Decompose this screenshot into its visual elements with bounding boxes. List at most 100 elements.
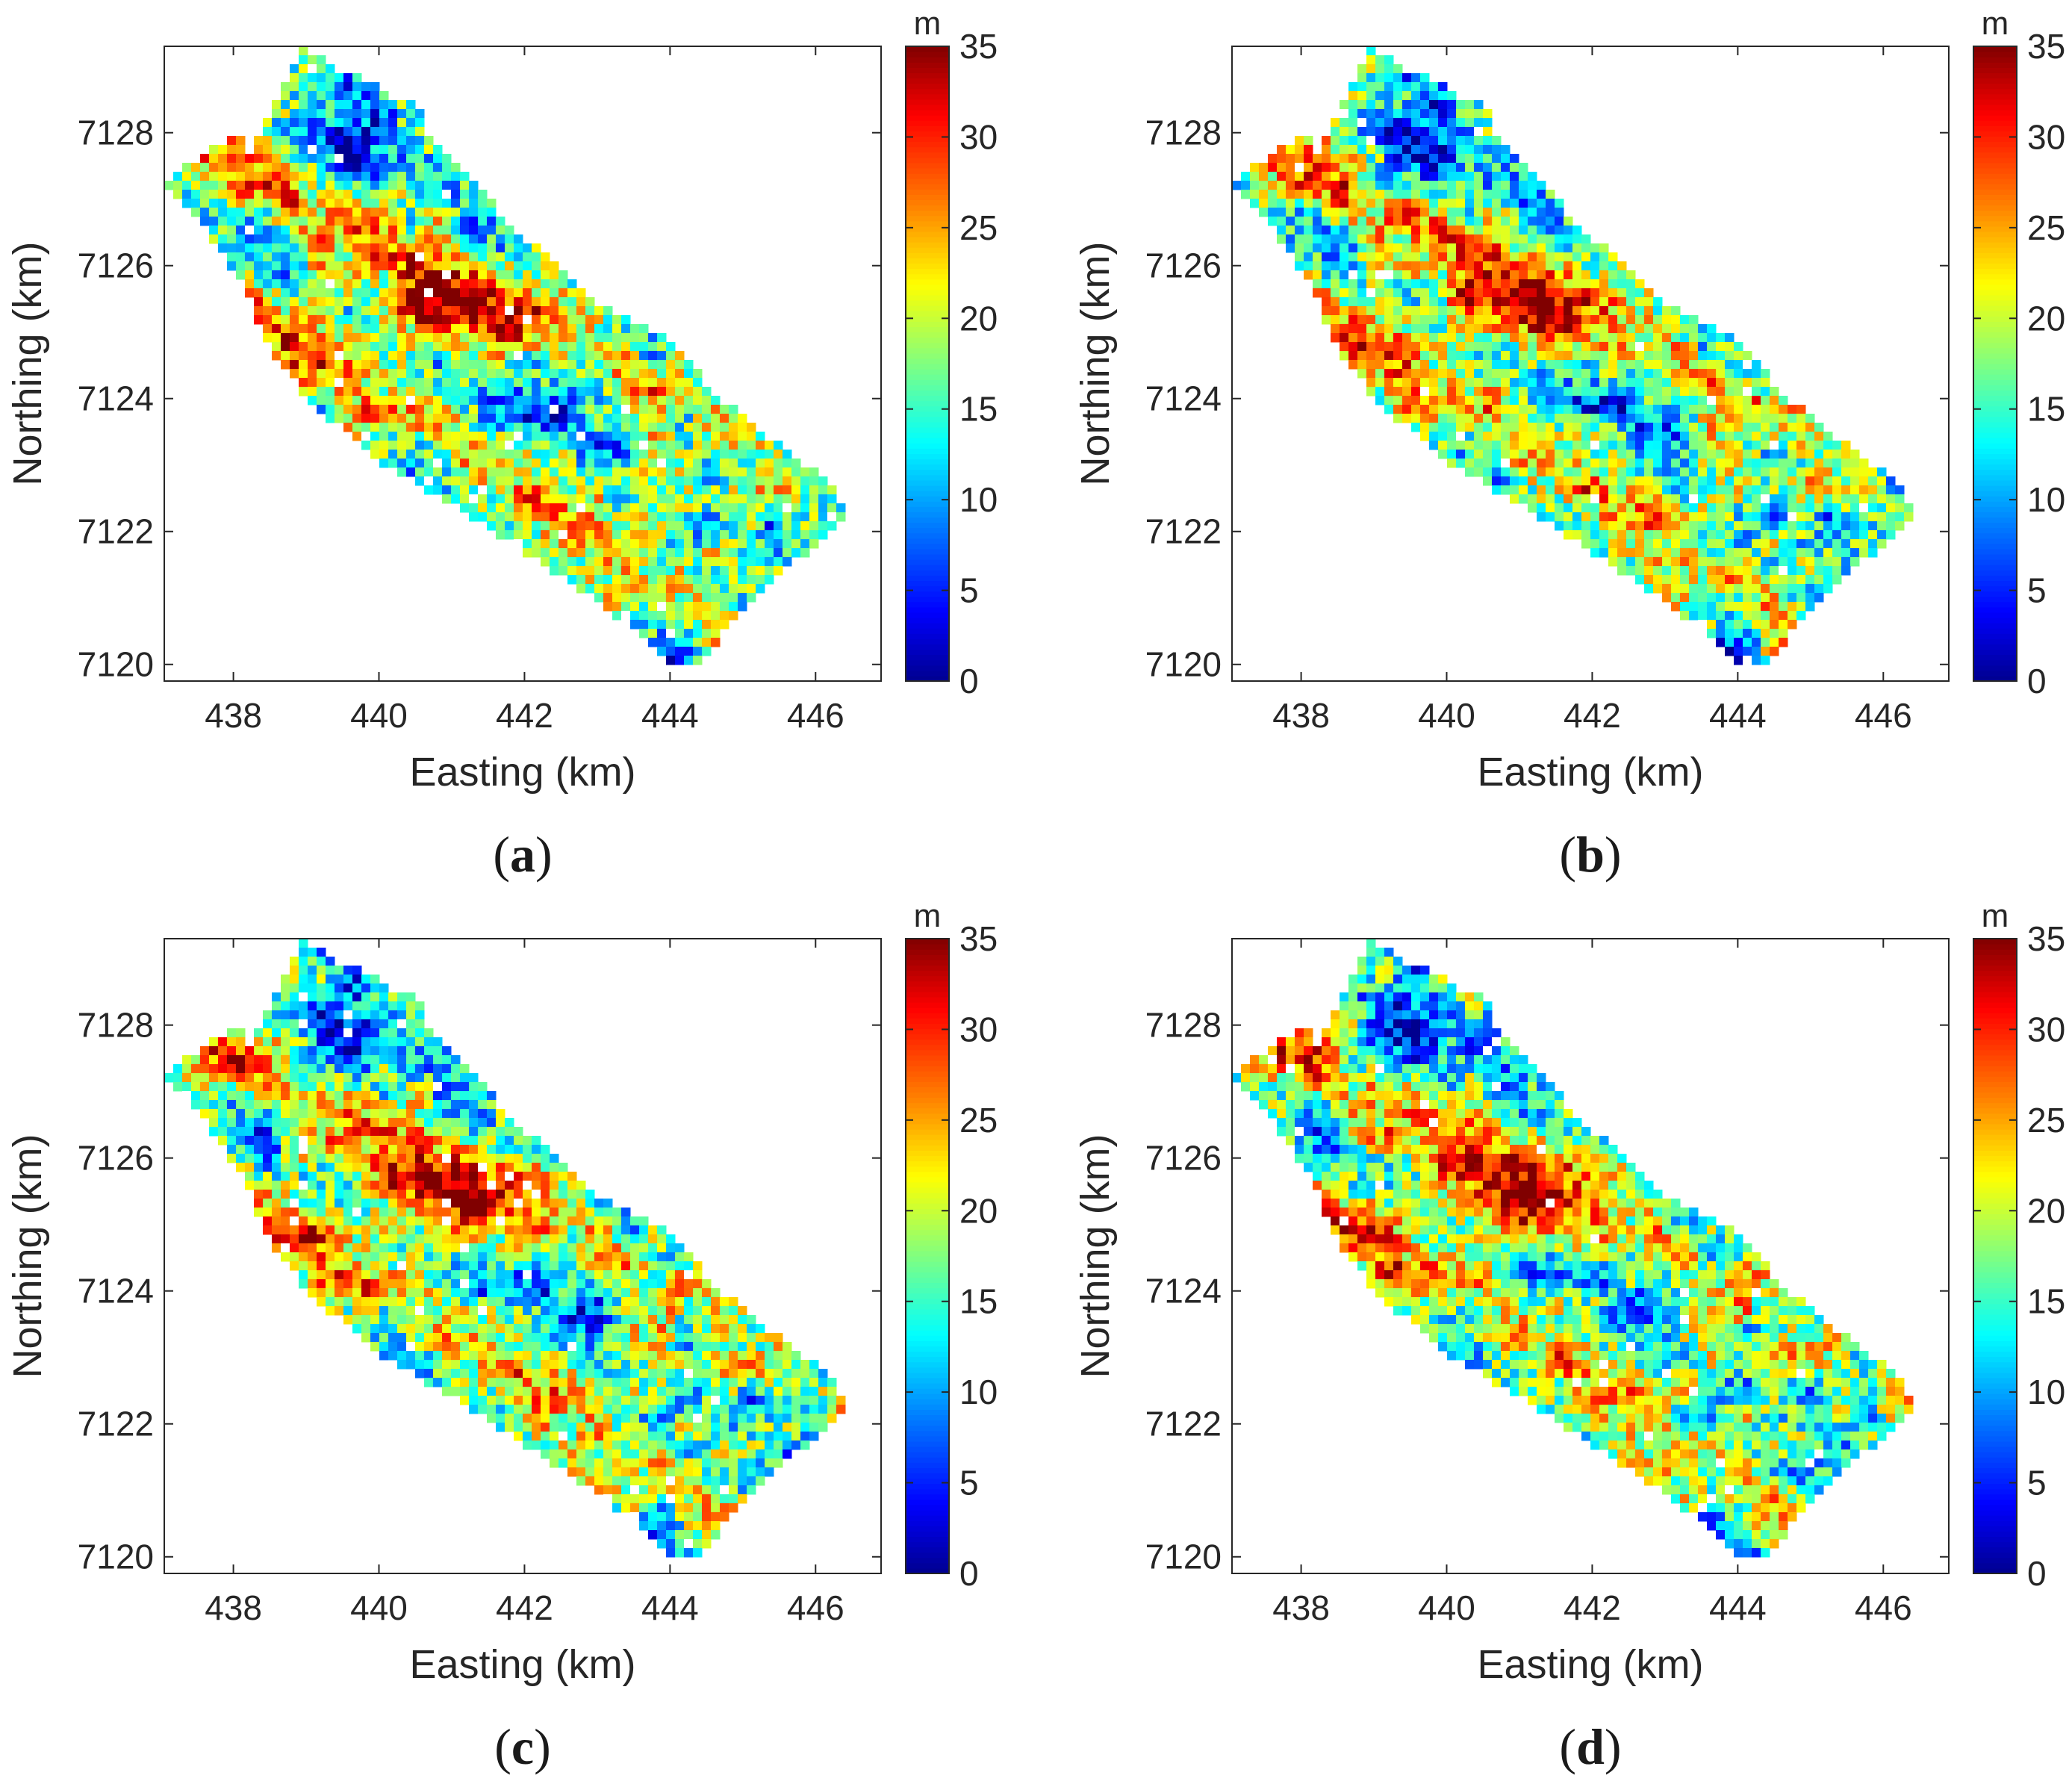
raster-cell [1348, 154, 1358, 164]
raster-cell [1537, 378, 1546, 388]
raster-cell [397, 333, 407, 343]
raster-cell [263, 234, 273, 244]
raster-cell [657, 432, 667, 441]
raster-cell [1716, 351, 1726, 361]
raster-cell [272, 315, 281, 325]
raster-cell [227, 261, 237, 271]
raster-cell [1313, 261, 1322, 271]
raster-cell [379, 109, 389, 119]
raster-cell [541, 360, 550, 370]
raster-cell [442, 387, 452, 397]
raster-cell [1384, 136, 1394, 146]
raster-cell [514, 467, 523, 477]
raster-cell [559, 485, 568, 495]
raster-cell [1743, 575, 1752, 585]
raster-cell [1564, 369, 1573, 379]
raster-cell [326, 414, 335, 423]
raster-cell [478, 297, 488, 307]
raster-cell [1788, 521, 1797, 531]
raster-cell [1331, 288, 1340, 298]
raster-cell [388, 315, 398, 325]
raster-cell [1796, 450, 1806, 459]
raster-cell [227, 234, 237, 244]
raster-cell [1322, 145, 1331, 155]
raster-cell [1814, 423, 1824, 432]
raster-cell [1671, 584, 1681, 594]
raster-cell [1429, 279, 1439, 289]
raster-cell [191, 190, 201, 199]
colorbar-segment [1973, 554, 2017, 560]
raster-cell [218, 1064, 228, 1074]
raster-cell [343, 297, 353, 307]
caption-close-paren: ) [535, 826, 553, 883]
raster-cell [415, 423, 425, 432]
raster-cell [1393, 118, 1403, 128]
raster-cell [388, 154, 398, 164]
raster-cell [299, 55, 308, 65]
colorbar-segment [906, 405, 949, 412]
raster-cell [621, 432, 631, 441]
raster-cell [460, 315, 470, 325]
raster-cell [1581, 252, 1591, 262]
raster-cell [738, 539, 747, 549]
raster-cell [1698, 548, 1708, 558]
raster-cell [1716, 629, 1726, 638]
raster-cell [630, 566, 640, 576]
raster-cell [639, 512, 649, 522]
raster-cell [406, 459, 416, 468]
raster-cell [657, 503, 667, 513]
raster-cell [550, 539, 559, 549]
raster-cell [630, 584, 640, 594]
raster-cell [567, 315, 577, 325]
raster-cell [326, 91, 335, 101]
colorbar-segment [906, 548, 949, 555]
colorbar-segment [906, 443, 949, 449]
raster-cell [756, 441, 765, 450]
raster-cell [379, 1073, 389, 1083]
raster-cell [1420, 82, 1430, 92]
raster-cell [442, 378, 452, 388]
raster-cell [1447, 333, 1457, 343]
raster-cell [523, 521, 532, 531]
raster-cell [415, 109, 425, 119]
raster-cell [1340, 154, 1349, 164]
raster-cell [1501, 217, 1511, 226]
raster-cell [1447, 252, 1457, 262]
raster-cell [406, 243, 416, 253]
raster-cell [469, 387, 479, 397]
raster-cell [1770, 432, 1779, 441]
raster-cell [460, 414, 470, 423]
raster-cell [433, 199, 443, 208]
raster-cell [523, 279, 532, 289]
raster-cell [1340, 297, 1349, 307]
raster-cell [1429, 234, 1439, 244]
raster-cell [1519, 163, 1528, 173]
raster-cell [1572, 512, 1582, 522]
raster-cell [1725, 423, 1735, 432]
raster-cell [756, 566, 765, 576]
raster-cell [1340, 226, 1349, 235]
raster-cell [263, 297, 273, 307]
colorbar-segment [1973, 131, 2017, 137]
raster-cell [648, 494, 658, 504]
raster-cell [702, 485, 712, 495]
raster-cell [702, 494, 712, 504]
raster-cell [1617, 494, 1627, 504]
raster-cell [335, 279, 344, 289]
raster-cell [693, 656, 703, 665]
raster-cell [1868, 539, 1878, 549]
raster-cell [738, 414, 747, 423]
raster-cell [469, 181, 479, 190]
raster-cell [1734, 467, 1743, 477]
raster-cell [657, 548, 667, 558]
raster-cell [1590, 243, 1600, 253]
raster-cell [1420, 73, 1430, 83]
raster-cell [603, 602, 613, 612]
raster-cell [1886, 530, 1896, 540]
raster-cell [621, 369, 631, 379]
raster-cell [827, 512, 837, 522]
raster-cell [335, 1082, 344, 1092]
raster-cell [1474, 360, 1484, 370]
raster-cell [352, 1055, 362, 1065]
raster-cell [1555, 306, 1564, 316]
